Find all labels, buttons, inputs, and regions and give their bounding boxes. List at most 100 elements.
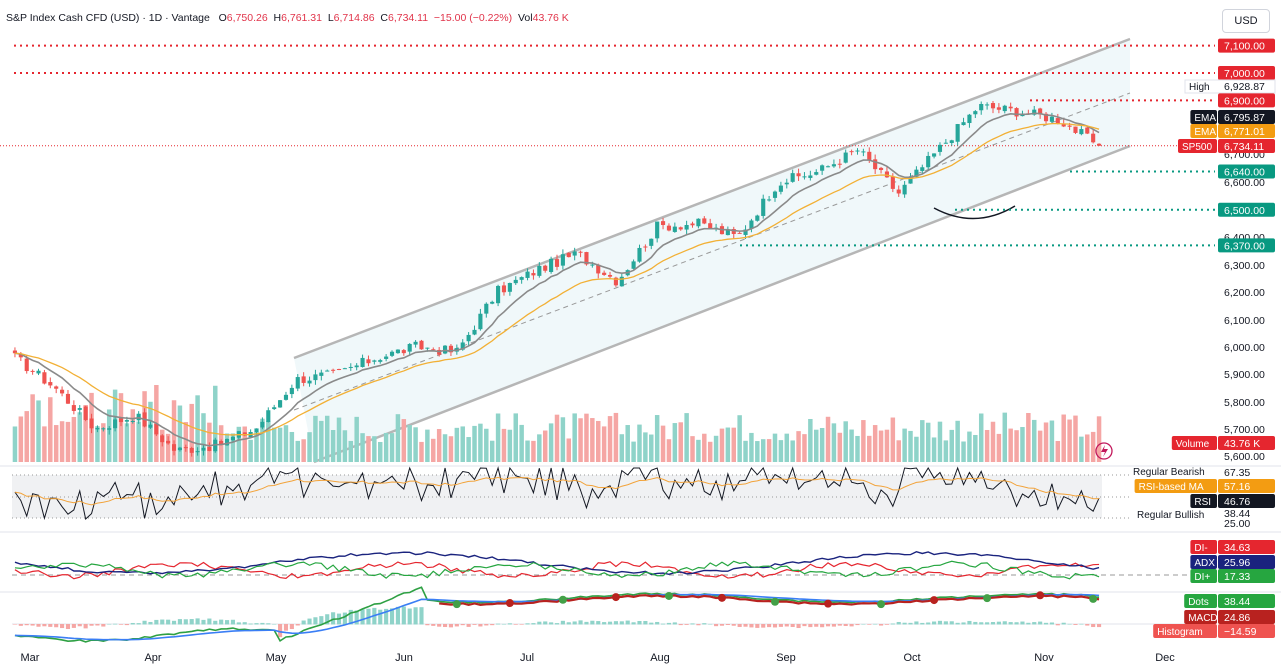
volume-bar bbox=[495, 413, 501, 462]
tag-dots-box bbox=[1218, 594, 1275, 608]
volume-bar bbox=[1026, 412, 1031, 462]
histogram-bar bbox=[655, 621, 660, 625]
histogram-bar bbox=[761, 624, 766, 628]
volume-bar bbox=[77, 412, 82, 462]
volume-bar bbox=[961, 441, 966, 462]
candle-body bbox=[442, 345, 448, 354]
histogram-bar bbox=[18, 624, 23, 626]
price-axis[interactable]: 6,700.006,600.006,400.006,300.006,200.00… bbox=[1224, 149, 1265, 463]
histogram-bar bbox=[690, 623, 695, 625]
histogram-bar bbox=[613, 621, 618, 625]
volume-bar bbox=[295, 440, 300, 462]
low-value: 6,714.86 bbox=[333, 12, 375, 24]
candle-body bbox=[814, 172, 819, 175]
symbol-name[interactable]: S&P Index Cash CFD (USD) · 1D · Vantage bbox=[6, 12, 210, 24]
macd-panel[interactable] bbox=[12, 586, 1215, 643]
volume-bar bbox=[560, 417, 566, 462]
volume-bar bbox=[183, 422, 189, 462]
histogram-bar bbox=[578, 620, 583, 625]
candle-body bbox=[731, 229, 736, 234]
tag-di-minus-value: 34.63 bbox=[1224, 542, 1250, 554]
volume-bar bbox=[106, 409, 112, 462]
candle-body bbox=[549, 258, 554, 272]
candle-body bbox=[260, 421, 265, 428]
histogram-bar bbox=[814, 624, 819, 627]
tag-rsi-ma-value: 57.16 bbox=[1224, 481, 1250, 493]
histogram-bar bbox=[266, 623, 271, 625]
histogram-bar bbox=[283, 624, 289, 631]
histogram-bar bbox=[183, 619, 188, 625]
candle-body bbox=[354, 365, 359, 368]
horizontal-levels[interactable] bbox=[0, 44, 1215, 247]
histogram-bar bbox=[684, 624, 689, 625]
candle-body bbox=[384, 356, 389, 359]
histogram-bar bbox=[719, 624, 725, 626]
price-tick-label: 6,600.00 bbox=[1224, 177, 1265, 189]
histogram-bar bbox=[289, 624, 294, 630]
histogram-bar bbox=[996, 621, 1001, 625]
candle-body bbox=[166, 440, 171, 444]
volume-bar bbox=[65, 421, 71, 462]
bull-dot bbox=[452, 600, 461, 609]
high-label: High bbox=[1189, 82, 1210, 93]
dmi-panel[interactable] bbox=[12, 551, 1215, 580]
histogram-bar bbox=[101, 624, 106, 627]
bull-dot bbox=[877, 600, 886, 609]
histogram-bar bbox=[431, 624, 436, 626]
histogram-bar bbox=[890, 623, 895, 625]
candle-body bbox=[743, 229, 748, 235]
candle-body bbox=[148, 424, 153, 428]
tag-ema-slow-label-box bbox=[1190, 124, 1217, 138]
candle-body bbox=[1002, 105, 1007, 112]
candle-body bbox=[637, 247, 642, 262]
histogram-bar bbox=[767, 624, 772, 628]
time-axis[interactable]: Mar Apr May Jun Jul Aug Sep Oct Nov Dec bbox=[0, 650, 1281, 672]
histogram-bar bbox=[278, 624, 283, 638]
volume-bar bbox=[230, 433, 236, 462]
rsi-panel[interactable] bbox=[12, 466, 1130, 521]
volume-bar bbox=[395, 414, 401, 462]
histogram-bar bbox=[136, 623, 141, 625]
candle-body bbox=[761, 198, 766, 216]
histogram-bar bbox=[784, 624, 789, 627]
tag-di-plus-label: DI+ bbox=[1194, 572, 1210, 583]
candle-body bbox=[154, 423, 159, 435]
chart-canvas[interactable]: 6,700.006,600.006,400.006,300.006,200.00… bbox=[0, 0, 1281, 650]
time-label-sep: Sep bbox=[776, 652, 796, 664]
candle-body bbox=[42, 372, 47, 384]
volume-bar bbox=[590, 418, 595, 462]
candle-body bbox=[289, 387, 294, 395]
candle-body bbox=[672, 226, 677, 232]
volume-bar bbox=[472, 425, 477, 462]
price-channel[interactable] bbox=[293, 37, 1131, 464]
candle-body bbox=[537, 265, 542, 276]
volume-bar bbox=[1096, 416, 1102, 462]
volume-bar bbox=[1067, 419, 1072, 462]
bear-dot bbox=[930, 596, 939, 605]
candle-body bbox=[855, 150, 860, 152]
candle-body bbox=[460, 342, 465, 350]
volume-bar bbox=[431, 438, 436, 462]
volume-bar bbox=[171, 400, 177, 462]
tag-macd-label-box bbox=[1184, 610, 1217, 624]
volume-bar bbox=[849, 429, 854, 462]
histogram-bar bbox=[177, 619, 182, 625]
volume-bar bbox=[189, 403, 194, 462]
volume-bars bbox=[12, 385, 1102, 462]
candle-body bbox=[1043, 113, 1049, 122]
volume-bar bbox=[436, 429, 442, 462]
histogram-bar bbox=[301, 620, 306, 625]
currency-button[interactable]: USD bbox=[1222, 9, 1270, 33]
candle-body bbox=[778, 185, 783, 192]
di-plus-line bbox=[14, 560, 1100, 580]
volume-bar bbox=[796, 431, 801, 462]
candle-body bbox=[525, 271, 530, 278]
volume-bar bbox=[631, 441, 636, 462]
candle-body bbox=[278, 400, 283, 408]
histogram-bar bbox=[490, 624, 495, 626]
histogram-bar bbox=[1014, 622, 1019, 625]
volume-bar bbox=[12, 426, 18, 462]
candle-body bbox=[18, 353, 23, 358]
regular-bearish-label: Regular Bearish bbox=[1133, 467, 1205, 478]
tag-ema-fast-box bbox=[1218, 110, 1275, 124]
